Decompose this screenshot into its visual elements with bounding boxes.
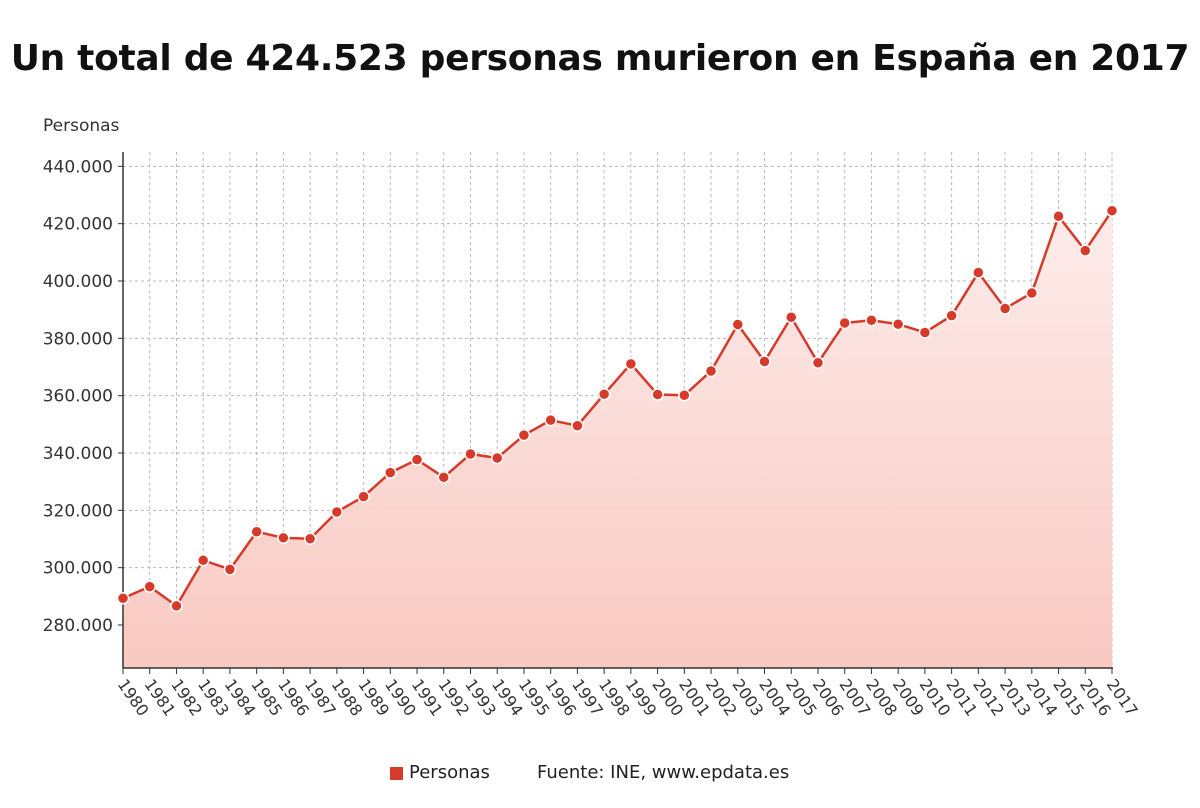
data-point-2013 xyxy=(998,302,1012,315)
data-point-1988 xyxy=(330,505,344,519)
y-tick-labels: 280.000 300.000 320.000 340.000 360.000 380.0… xyxy=(43,157,113,636)
y-tick-label: 280.000 xyxy=(43,616,113,636)
data-point-1984 xyxy=(223,563,237,576)
y-tick-label: 400.000 xyxy=(43,272,113,292)
data-point-1989 xyxy=(357,490,370,503)
data-point-2015 xyxy=(1052,210,1065,223)
data-point-1983 xyxy=(196,554,210,567)
area-fill xyxy=(123,210,1112,668)
data-point-2009 xyxy=(891,317,905,331)
data-point-1982 xyxy=(170,599,183,613)
data-point-1981 xyxy=(143,580,156,593)
series-points xyxy=(116,204,1119,613)
y-tick-label: 440.000 xyxy=(43,157,113,177)
data-point-1997 xyxy=(571,419,584,432)
data-point-2004 xyxy=(758,355,771,368)
data-point-2000 xyxy=(651,388,664,401)
data-point-1993 xyxy=(464,447,477,461)
data-point-1998 xyxy=(597,387,611,401)
x-tick-labels: 1980198119821983198419851986198719881989… xyxy=(114,675,1142,719)
data-point-2011 xyxy=(945,309,958,322)
y-tick-label: 300.000 xyxy=(43,559,113,579)
data-point-2010 xyxy=(918,326,932,339)
data-point-1994 xyxy=(490,451,504,465)
area-fill-shape xyxy=(123,210,1112,668)
y-tick-label: 320.000 xyxy=(43,501,113,521)
data-point-2014 xyxy=(1025,286,1039,300)
data-point-1985 xyxy=(250,525,263,538)
data-point-1992 xyxy=(437,471,451,484)
y-tick-label: 380.000 xyxy=(43,329,113,349)
y-tick-label: 360.000 xyxy=(43,387,113,407)
legend: Personas Fuente: INE, www.epdata.es xyxy=(0,762,1200,786)
data-point-1980 xyxy=(116,591,130,605)
legend-swatch xyxy=(390,767,403,780)
legend-label: Personas xyxy=(409,762,490,783)
chart-title: Un total de 424.523 personas murieron en… xyxy=(10,38,1190,79)
data-point-1987 xyxy=(303,532,317,546)
data-point-2003 xyxy=(731,318,745,331)
data-point-2002 xyxy=(704,364,718,378)
axes xyxy=(118,152,1113,674)
y-tick-label: 340.000 xyxy=(43,444,113,464)
data-point-2008 xyxy=(865,313,878,327)
data-point-2005 xyxy=(784,310,798,324)
data-point-1990 xyxy=(384,466,397,479)
data-point-2016 xyxy=(1079,244,1092,257)
data-point-2017 xyxy=(1105,204,1119,217)
y-axis-label: Personas xyxy=(43,116,120,136)
data-point-1995 xyxy=(517,428,531,442)
data-point-2006 xyxy=(811,356,825,370)
y-tick-label: 420.000 xyxy=(43,215,113,235)
data-point-2007 xyxy=(838,316,851,330)
data-point-1999 xyxy=(624,357,638,371)
data-point-1996 xyxy=(544,413,557,427)
data-point-1991 xyxy=(410,453,424,466)
data-point-1986 xyxy=(277,531,290,545)
data-point-2001 xyxy=(678,389,691,402)
source-note: Fuente: INE, www.epdata.es xyxy=(537,762,790,783)
data-point-2012 xyxy=(972,266,985,279)
